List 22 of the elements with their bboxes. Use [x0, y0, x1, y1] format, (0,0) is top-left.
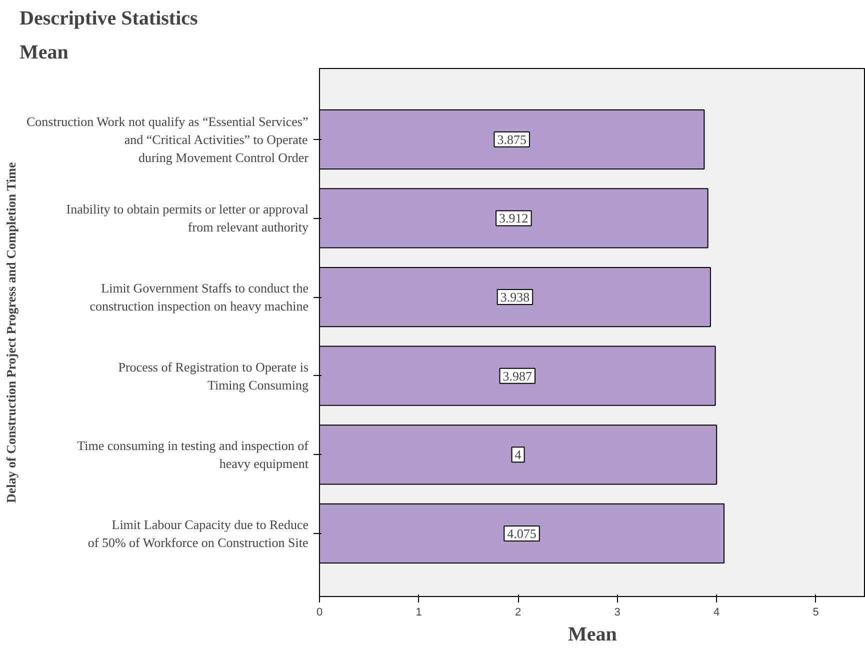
- x-tick-label: 2: [514, 606, 522, 618]
- y-axis-title: Delay of Construction Project Progress and Completion Time: [4, 162, 18, 503]
- y-tick-label: Limit Government Staffs to conduct the construction inspection on heavy machine: [90, 280, 309, 314]
- data-label: 3.987: [502, 368, 533, 384]
- x-axis-title: Mean: [568, 624, 617, 646]
- y-tick-label: Inability to obtain permits or letter or approval from relevant authority: [66, 202, 309, 235]
- y-tick-label: Time consuming in testing and inspection of heavy equipment: [77, 438, 310, 472]
- data-label: 3.938: [500, 290, 530, 305]
- text: Descriptive Statistics: [20, 8, 198, 30]
- x-tick-label: 4: [714, 606, 720, 618]
- x-tick-label: 1: [416, 606, 422, 618]
- y-tick-label: Limit Labour Capacity due to Reduce of 50% of Workforce on Construction Site: [88, 516, 309, 550]
- y-tick-label: Process of Registration to Operate is Timing Consuming: [118, 359, 309, 392]
- data-label: 3.912: [499, 210, 528, 226]
- x-tick-label: 0: [316, 606, 323, 618]
- data-label: 4: [514, 447, 522, 462]
- x-tick-label: 5: [812, 606, 819, 618]
- y-tick-label: Construction Work not qualify as “Essential Services” and “Critical Activities” to Operate during Movement Control Order: [26, 114, 310, 165]
- data-label: 3.875: [497, 132, 526, 147]
- data-label: 4.075: [507, 526, 536, 541]
- x-tick-label: 3: [614, 606, 620, 618]
- text: Mean: [20, 42, 68, 64]
